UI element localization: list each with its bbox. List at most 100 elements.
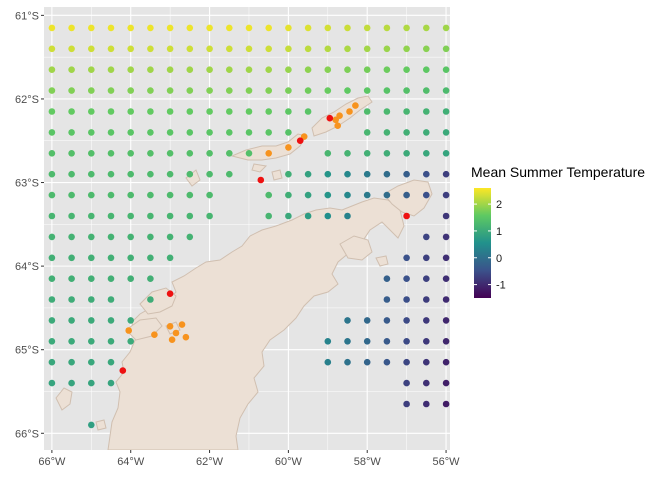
grid-point — [107, 45, 115, 53]
grid-point — [166, 66, 174, 73]
grid-point — [403, 45, 410, 53]
grid-point — [383, 66, 391, 73]
grid-point — [442, 191, 450, 199]
grid-point — [442, 129, 450, 136]
grid-point — [423, 170, 430, 178]
grid-point — [403, 129, 410, 136]
grid-point — [245, 24, 253, 32]
grid-point — [442, 275, 450, 283]
grid-point — [344, 317, 351, 324]
grid-point — [363, 358, 371, 366]
grid-point — [48, 233, 56, 241]
grid-point — [442, 233, 450, 241]
grid-point — [206, 87, 213, 94]
grid-point — [245, 129, 253, 136]
grid-point — [363, 150, 371, 157]
legend-title: Mean Summer Temperature — [471, 164, 645, 180]
grid-point — [423, 379, 430, 387]
grid-point — [324, 24, 332, 32]
grid-point — [68, 233, 75, 241]
grid-point — [48, 296, 56, 303]
grid-point — [166, 170, 174, 178]
grid-point — [107, 254, 115, 262]
grid-point — [88, 338, 95, 345]
grid-point — [363, 191, 371, 199]
grid-point — [403, 108, 410, 115]
grid-point — [147, 254, 154, 262]
colorbar-tick-label: 2 — [496, 199, 502, 211]
grid-point — [226, 108, 233, 115]
grid-point — [127, 24, 134, 32]
grid-point — [68, 170, 75, 178]
grid-point — [88, 358, 95, 366]
grid-point — [265, 212, 273, 220]
grid-point — [186, 233, 194, 241]
renaud-island — [55, 387, 73, 411]
grid-point — [48, 379, 56, 387]
grid-point — [403, 296, 410, 303]
grid-point — [304, 212, 312, 220]
grid-point — [324, 150, 332, 157]
grid-point — [127, 66, 134, 73]
grid-point — [127, 45, 134, 53]
grid-point — [206, 24, 213, 32]
grid-point — [206, 108, 213, 115]
grid-point — [206, 170, 213, 178]
grid-point — [304, 45, 312, 53]
grid-point — [442, 358, 450, 366]
grid-point — [127, 254, 134, 262]
grid-point — [442, 24, 450, 32]
grid-point — [127, 108, 134, 115]
biscoe-islets — [95, 419, 107, 431]
grid-point — [48, 129, 56, 136]
deception-island — [271, 169, 283, 181]
grid-point — [423, 108, 430, 115]
site-point-orange — [285, 144, 292, 151]
grid-point — [127, 87, 134, 94]
y-tick-label: 64°S — [15, 261, 39, 273]
grid-point — [88, 379, 95, 387]
grid-point — [107, 338, 115, 345]
grid-point — [423, 358, 430, 366]
seymour-island — [375, 255, 389, 267]
grid-point — [48, 150, 56, 157]
grid-point — [68, 129, 75, 136]
grid-point — [324, 66, 332, 73]
grid-point — [265, 87, 273, 94]
grid-point — [88, 296, 95, 303]
grid-point — [383, 338, 391, 345]
grid-point — [285, 45, 292, 53]
grid-point — [423, 338, 430, 345]
grid-point — [423, 129, 430, 136]
grid-point — [147, 129, 154, 136]
colorbar-tick-label: 1 — [496, 226, 502, 238]
grid-point — [186, 150, 194, 157]
grid-point — [344, 150, 351, 157]
grid-point — [88, 275, 95, 283]
grid-point — [107, 379, 115, 387]
grid-point — [344, 66, 351, 73]
site-point-orange — [182, 333, 190, 341]
grid-point — [423, 275, 430, 283]
grid-point — [423, 233, 430, 241]
grid-point — [344, 338, 351, 345]
colorbar-tick-label: 0 — [496, 253, 502, 265]
grid-point — [48, 254, 56, 262]
grid-point — [324, 212, 332, 220]
grid-point — [186, 191, 194, 199]
grid-point — [423, 191, 430, 199]
grid-point — [166, 24, 174, 32]
grid-point — [107, 317, 115, 324]
grid-point — [68, 87, 75, 94]
site-point-orange — [332, 116, 340, 124]
temperature-grid-points — [48, 24, 450, 429]
grid-point — [265, 24, 273, 32]
grid-point — [403, 400, 410, 408]
grid-point — [68, 338, 75, 345]
grid-point — [88, 170, 95, 178]
y-tick-label: 63°S — [15, 178, 39, 190]
sampling-sites — [119, 102, 410, 374]
grid-point — [403, 358, 410, 366]
grid-point — [186, 24, 194, 32]
grid-point — [285, 108, 292, 115]
